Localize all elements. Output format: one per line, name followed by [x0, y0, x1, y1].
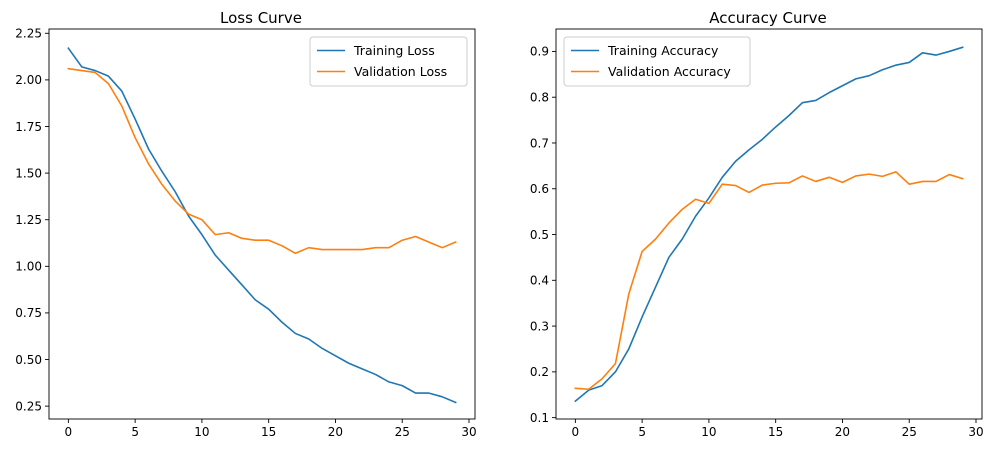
loss-chart-series [67, 47, 457, 404]
accuracy-chart-legend-label-1: Validation Accuracy [608, 64, 731, 79]
loss-chart-y-tick-label: 1.75 [15, 120, 42, 134]
loss-chart-y-tick-label: 1.50 [15, 166, 42, 180]
accuracy-chart-x-tick-label: 10 [701, 425, 716, 439]
loss-chart-y-tick-label: 0.75 [15, 306, 42, 320]
loss-chart-axes-frame [48, 28, 476, 420]
loss-chart-y-tick-label: 0.50 [15, 353, 42, 367]
accuracy-chart-x-tick-label: 25 [902, 425, 917, 439]
accuracy-chart-x-tick-label: 0 [572, 425, 580, 439]
accuracy-chart-y-tick-label: 0.5 [530, 228, 549, 242]
loss-chart-legend-label-1: Validation Loss [354, 64, 447, 79]
accuracy-chart-title: Accuracy Curve [709, 9, 827, 27]
loss-chart-x-tick-label: 25 [395, 425, 410, 439]
loss-chart-legend-box [309, 36, 468, 87]
accuracy-chart-legend-box [563, 36, 751, 87]
accuracy-chart-y-tick-label: 0.1 [530, 411, 549, 425]
accuracy-chart-legend-label-0: Training Accuracy [607, 43, 719, 58]
accuracy-chart-x-axis: 0 5 10 15 20 25 30 [572, 419, 984, 439]
accuracy-chart-x-tick-label: 5 [638, 425, 646, 439]
accuracy-chart-series-line-0 [574, 46, 964, 403]
loss-chart-x-axis: 0 5 10 15 20 25 30 [65, 419, 477, 439]
accuracy-chart-y-tick-label: 0.4 [530, 274, 549, 288]
loss-chart-x-tick-label: 0 [65, 425, 73, 439]
accuracy-chart-y-axis: 0.1 0.2 0.3 0.4 0.5 0.6 0.7 0.8 0.9 [530, 45, 556, 425]
loss-chart-panel: Loss Curve 0 5 10 15 20 25 30 0.25 0.50 0.75 1.00… [15, 9, 476, 439]
accuracy-chart-axes-frame [555, 28, 983, 420]
loss-chart-x-tick-label: 10 [194, 425, 209, 439]
loss-chart-x-tick-label: 15 [261, 425, 276, 439]
loss-chart-x-tick-label: 5 [131, 425, 139, 439]
accuracy-chart-y-tick-label: 0.6 [530, 182, 549, 196]
loss-chart-y-tick-label: 1.00 [15, 260, 42, 274]
loss-chart-y-tick-label: 1.25 [15, 213, 42, 227]
loss-chart-series-line-1 [67, 67, 457, 255]
accuracy-chart-y-tick-label: 0.3 [530, 319, 549, 333]
accuracy-chart-y-tick-label: 0.9 [530, 45, 549, 59]
loss-chart-y-tick-label: 0.25 [15, 399, 42, 413]
accuracy-chart-series-line-1 [574, 171, 964, 391]
accuracy-chart-x-tick-label: 20 [835, 425, 850, 439]
accuracy-chart-series [574, 46, 964, 403]
accuracy-chart-panel: Accuracy Curve 0 5 10 15 20 25 30 0.1 0.2 0.3 0.4… [530, 9, 984, 439]
loss-chart-legend-label-0: Training Loss [353, 43, 435, 58]
accuracy-chart-x-tick-label: 30 [968, 425, 983, 439]
accuracy-chart-y-tick-label: 0.2 [530, 365, 549, 379]
accuracy-chart-y-tick-label: 0.8 [530, 91, 549, 105]
loss-chart-y-tick-label: 2.25 [15, 27, 42, 41]
loss-chart-legend: Training Loss Validation Loss [309, 36, 468, 87]
loss-chart-y-tick-label: 2.00 [15, 73, 42, 87]
accuracy-chart-y-tick-label: 0.7 [530, 136, 549, 150]
loss-chart-title: Loss Curve [220, 9, 302, 27]
loss-chart-y-axis: 0.25 0.50 0.75 1.00 1.25 1.50 1.75 2.00 2.25 [15, 27, 49, 413]
loss-chart-x-tick-label: 20 [328, 425, 343, 439]
loss-chart-series-line-0 [67, 47, 457, 404]
loss-chart-x-tick-label: 30 [461, 425, 476, 439]
accuracy-chart-x-tick-label: 15 [768, 425, 783, 439]
accuracy-chart-legend: Training Accuracy Validation Accuracy [563, 36, 751, 87]
